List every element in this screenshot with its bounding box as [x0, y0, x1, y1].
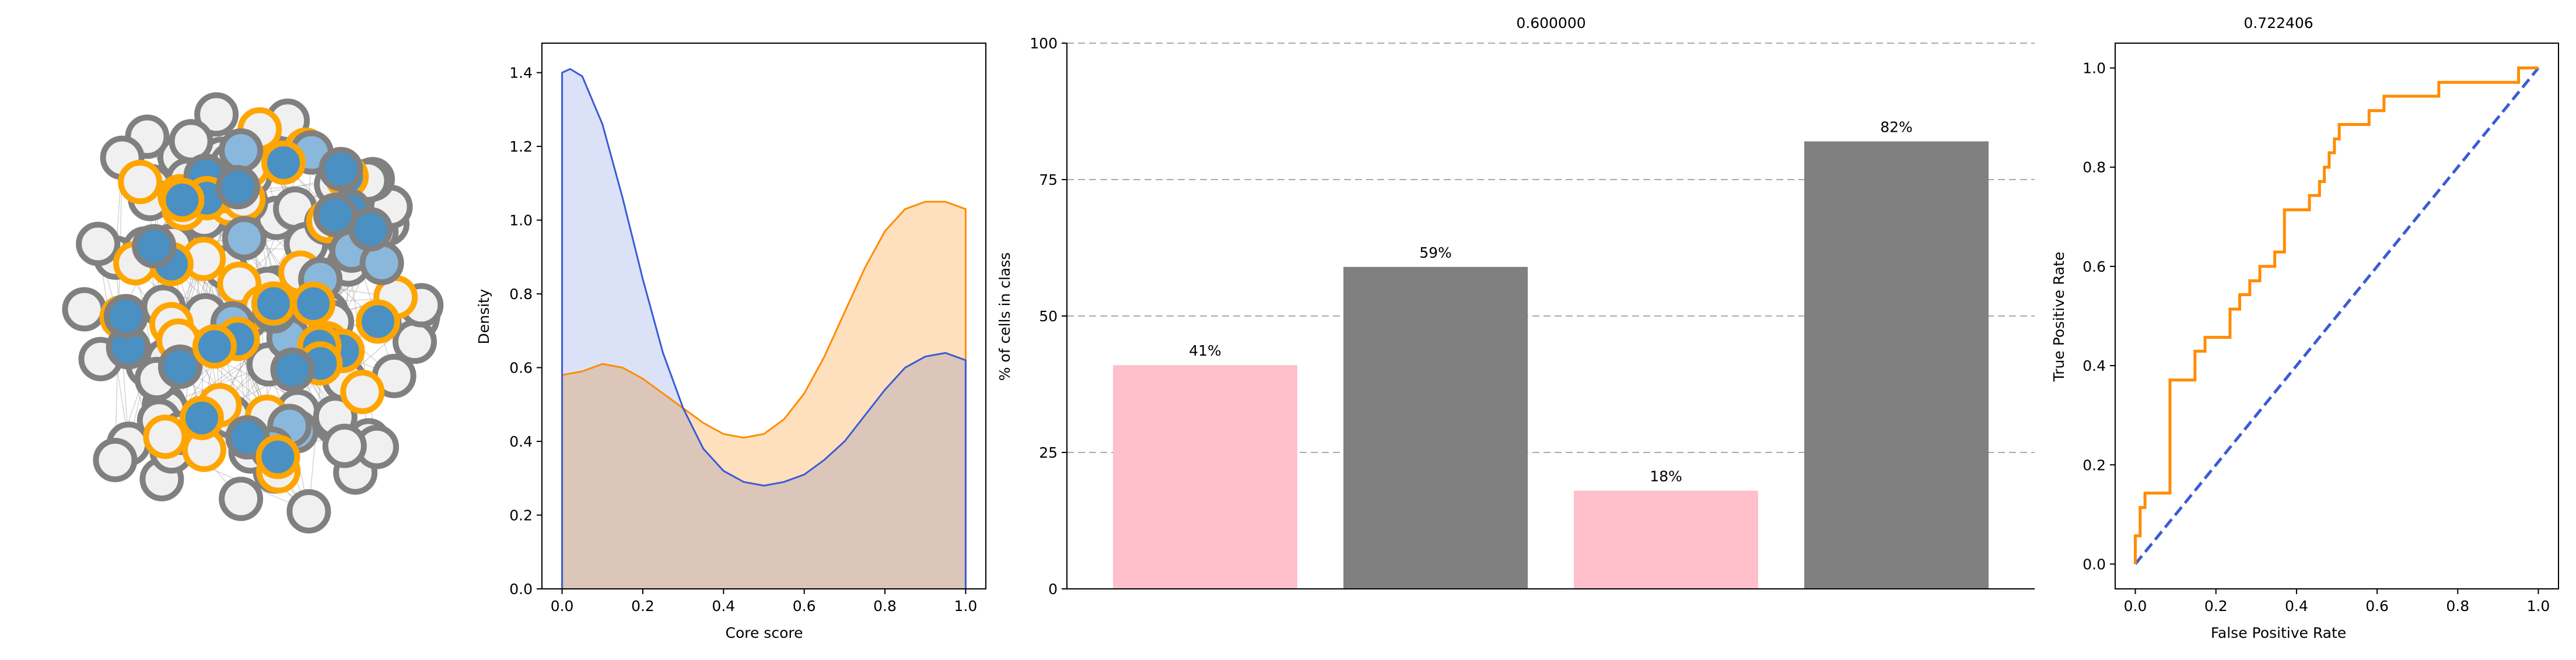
roc-y-tick-label: 1.0	[2082, 60, 2106, 77]
roc-xlabel: False Positive Rate	[2211, 624, 2346, 641]
roc-x-tick-label: 0.2	[2204, 598, 2228, 615]
network-node	[270, 347, 315, 392]
bar-value-label-2: 18%	[1650, 468, 1682, 485]
bar-1	[1343, 266, 1528, 589]
bar-chart: 41% 59% 18% 82% 0 25 50 75 100 0.600000 % of ce…	[996, 15, 2035, 598]
network-nodes	[62, 92, 444, 534]
roc-chart: 0.0 0.2 0.4 0.6 0.8 1.0 0.0 0.2 0.4 0.6 0.8 1.0 0.7…	[2050, 15, 2559, 641]
network-node	[291, 281, 336, 326]
network-node	[76, 222, 121, 266]
roc-x-tick-label: 0.4	[2285, 598, 2308, 615]
network-node	[261, 140, 306, 185]
density-line-0	[561, 68, 967, 589]
bar-y-tick-label: 25	[1039, 444, 1058, 461]
network-node	[222, 216, 267, 261]
roc-plot-area	[2134, 66, 2540, 566]
network-node	[219, 476, 264, 521]
network-node	[219, 128, 264, 173]
roc-diagonal	[2134, 66, 2540, 566]
roc-ylabel: True Positive Rate	[2050, 252, 2067, 382]
roc-curve	[2134, 66, 2539, 564]
density-y-tick-label: 0.2	[509, 507, 533, 524]
roc-y-tick-label: 0.2	[2082, 457, 2106, 473]
density-y-tick-label: 0.6	[509, 360, 533, 377]
network-node	[355, 299, 400, 344]
bar-value-label-1: 59%	[1419, 244, 1452, 261]
network-node	[256, 434, 300, 479]
roc-x-tick-label: 0.6	[2365, 598, 2389, 615]
network-node	[158, 344, 202, 389]
network-node	[93, 438, 138, 483]
roc-axes: 0.0 0.2 0.4 0.6 0.8 1.0 0.0 0.2 0.4 0.6 0.8 1.0	[2082, 43, 2559, 615]
density-x-tick-label: 0.0	[551, 598, 574, 615]
network-node	[192, 324, 237, 369]
network-node	[118, 160, 163, 205]
density-y-tick-label: 1.0	[509, 212, 533, 229]
bar-2	[1574, 490, 1758, 589]
roc-y-tick-label: 0.4	[2082, 357, 2106, 374]
density-y-tick-label: 0.4	[509, 433, 533, 450]
network-node	[194, 92, 239, 137]
roc-title: 0.722406	[2244, 15, 2313, 31]
bar-value-label-3: 82%	[1880, 118, 1913, 135]
network-node	[160, 177, 205, 222]
density-x-tick-label: 0.4	[712, 598, 735, 615]
network-node	[132, 224, 177, 269]
density-x-tick-label: 0.6	[793, 598, 816, 615]
density-y-tick-label: 0.0	[509, 581, 533, 598]
network-node	[322, 423, 367, 468]
density-y-tick-label: 1.4	[509, 65, 533, 82]
network-node	[143, 415, 188, 459]
network-graph	[62, 92, 444, 534]
bar-3	[1804, 141, 1989, 589]
bar-y-tick-label: 0	[1048, 581, 1058, 598]
roc-x-tick-label: 1.0	[2527, 598, 2550, 615]
density-y-tick-label: 0.8	[509, 286, 533, 303]
bar-bars: 41% 59% 18% 82%	[1113, 118, 1989, 589]
bar-ylabel: % of cells in class	[996, 252, 1013, 381]
network-node	[286, 489, 331, 534]
density-x-tick-label: 0.8	[873, 598, 897, 615]
network-node	[215, 165, 260, 210]
density-x-tick-label: 1.0	[954, 598, 978, 615]
density-axes: 0.0 0.2 0.4 0.6 0.8 1.0 1.2 1.4 0.0 0.2 0.4 0.6 0.8 1…	[509, 43, 986, 615]
roc-y-tick-label: 0.8	[2082, 159, 2106, 176]
density-y-tick-label: 1.2	[509, 138, 533, 155]
roc-x-tick-label: 0.8	[2446, 598, 2469, 615]
density-ylabel: Density	[475, 289, 492, 344]
network-node	[340, 370, 385, 415]
roc-x-tick-label: 0.0	[2124, 598, 2147, 615]
network-node	[62, 287, 107, 332]
density-xlabel: Core score	[726, 624, 803, 641]
bar-title: 0.600000	[1516, 15, 1586, 31]
density-x-tick-label: 0.2	[631, 598, 654, 615]
roc-y-tick-label: 0.0	[2082, 556, 2106, 573]
density-line-1	[561, 201, 967, 589]
bar-y-tick-label: 50	[1039, 308, 1058, 325]
density-plot-area	[561, 68, 967, 589]
network-node	[251, 281, 296, 326]
bar-y-tick-label: 75	[1039, 171, 1058, 188]
roc-y-tick-label: 0.6	[2082, 258, 2106, 275]
bar-y-tick-label: 100	[1030, 35, 1058, 52]
bar-0	[1113, 365, 1297, 589]
density-chart: 0.0 0.2 0.4 0.6 0.8 1.0 1.2 1.4 0.0 0.2 0.4 0.6 0.8 1…	[475, 43, 986, 641]
network-node	[313, 192, 358, 237]
network-node	[103, 294, 148, 339]
density-area-0	[562, 69, 966, 589]
bar-axes: 0 25 50 75 100	[1030, 35, 2035, 598]
network-node	[225, 415, 270, 460]
network-node	[318, 146, 363, 191]
bar-value-label-0: 41%	[1189, 342, 1222, 359]
network-node	[179, 395, 224, 440]
